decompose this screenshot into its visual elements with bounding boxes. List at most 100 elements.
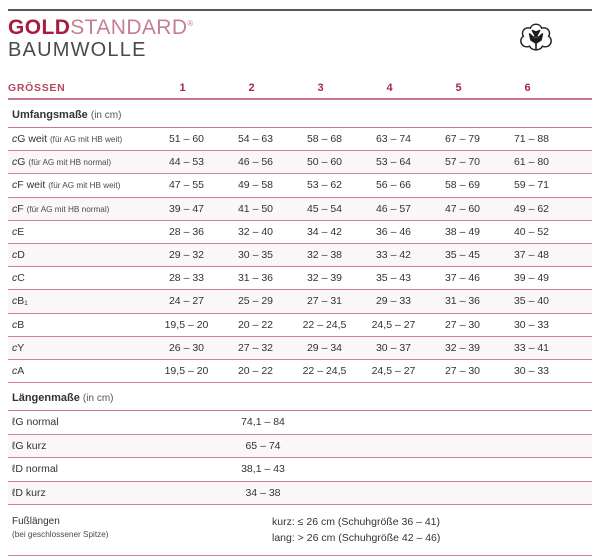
size-column-header-3: 3 xyxy=(317,82,324,94)
table-cell: 27 – 31 xyxy=(306,295,343,308)
table-cell: 33 – 42 xyxy=(375,249,412,262)
table-cell: 35 – 43 xyxy=(375,272,412,285)
table-cell: 46 – 56 xyxy=(237,156,274,169)
foot-lengths-sublabel: (bei geschlossener Spitze) xyxy=(12,530,109,540)
section-title-circumference-bold: Umfangsmaße xyxy=(12,109,88,121)
row-label: cB₁ xyxy=(8,295,152,307)
table-cell: 19,5 – 20 xyxy=(164,318,209,331)
table-cell: 28 – 36 xyxy=(168,225,205,238)
row-label: cE xyxy=(8,226,152,238)
length-row: ℓD normal 38,1 – 43 xyxy=(8,458,592,482)
row-label-code: A xyxy=(17,364,25,377)
section-title-lengths: Längenmaße (in cm) xyxy=(8,383,592,412)
table-cell: 35 – 40 xyxy=(513,295,550,308)
row-label-note: (für AG mit HB weit) xyxy=(49,135,123,145)
table-cell: 32 – 39 xyxy=(306,272,343,285)
sizes-header-row: GRÖSSEN 1 2 3 4 5 6 xyxy=(8,82,592,100)
row-label-code: F weit xyxy=(17,179,46,192)
table-cell: 71 – 88 xyxy=(513,133,550,146)
row-label: cC xyxy=(8,272,152,284)
row-label: cG (für AG mit HB normal) xyxy=(8,156,152,168)
size-column-header-5: 5 xyxy=(455,82,462,94)
table-cell: 30 – 35 xyxy=(237,249,274,262)
table-cell: 45 – 54 xyxy=(306,202,343,215)
section-title-lengths-unit: (in cm) xyxy=(82,393,114,405)
table-cell: 53 – 62 xyxy=(306,179,343,192)
section-title-lengths-bold: Längenmaße xyxy=(12,392,80,405)
size-column-header-6: 6 xyxy=(524,82,531,94)
foot-lengths-row: Fußlängen (bei geschlossener Spitze) kur… xyxy=(8,505,592,556)
foot-lengths-label: Fußlängen xyxy=(12,516,60,528)
length-row-label: ℓG kurz xyxy=(12,439,47,452)
table-cell: 51 – 60 xyxy=(168,133,205,146)
section-title-circumference-unit: (in cm) xyxy=(90,110,122,121)
table-cell: 24,5 – 27 xyxy=(371,364,416,377)
brand-text-block: GOLDSTANDARD® BAUMWOLLE xyxy=(8,16,194,62)
table-row: cA 19,5 – 20 20 – 22 22 – 24,5 24,5 – 27 27 –… xyxy=(8,360,592,384)
brand-wordmark: GOLDSTANDARD® xyxy=(8,16,194,39)
row-label-prefix: c xyxy=(12,272,18,285)
table-cell: 58 – 69 xyxy=(444,179,481,192)
lengths-table: ℓG normal 74,1 – 84 ℓG kurz 65 – 74 ℓD norma… xyxy=(8,411,592,506)
row-label-prefix: c xyxy=(12,179,18,192)
row-label-code: B xyxy=(17,318,25,331)
table-cell: 34 – 42 xyxy=(306,225,343,238)
cotton-boll-icon xyxy=(520,23,552,51)
table-cell: 50 – 60 xyxy=(306,156,343,169)
foot-lengths-long: lang: > 26 cm (Schuhgröße 42 – 46) xyxy=(272,532,441,545)
table-cell: 53 – 64 xyxy=(375,156,412,169)
row-label-prefix: c xyxy=(12,318,18,331)
table-cell: 37 – 48 xyxy=(513,249,550,262)
brand-word-standard: STANDARD xyxy=(70,16,188,39)
length-row: ℓD kurz 34 – 38 xyxy=(8,481,592,506)
table-row: cB 19,5 – 20 20 – 22 22 – 24,5 24,5 – 27 27 –… xyxy=(8,314,592,337)
table-cell: 27 – 30 xyxy=(444,318,481,331)
length-row-value: 65 – 74 xyxy=(245,439,281,452)
table-cell: 29 – 33 xyxy=(375,295,412,308)
length-row-value: 74,1 – 84 xyxy=(241,416,285,429)
table-row: cC 28 – 33 31 – 36 32 – 39 35 – 43 37 – 46 39 … xyxy=(8,267,592,291)
brand-subtitle: BAUMWOLLE xyxy=(8,39,147,62)
table-cell: 35 – 45 xyxy=(444,249,481,262)
row-label-code: G weit xyxy=(17,133,48,146)
table-row: cB₁ 24 – 27 25 – 29 27 – 31 29 – 33 31 – 36 35… xyxy=(8,290,592,314)
table-cell: 44 – 53 xyxy=(168,156,205,169)
table-row: cG weit (für AG mit HB weit) 51 – 60 54 – … xyxy=(8,128,592,152)
table-cell: 32 – 38 xyxy=(306,249,343,262)
table-cell: 41 – 50 xyxy=(237,202,274,215)
length-row: ℓG kurz 65 – 74 xyxy=(8,434,592,459)
table-cell: 30 – 33 xyxy=(513,364,550,377)
table-cell: 28 – 33 xyxy=(168,272,205,285)
table-cell: 20 – 22 xyxy=(237,364,274,377)
table-row: cF (für AG mit HB normal) 39 – 47 41 – 50 4… xyxy=(8,197,592,221)
table-cell: 24,5 – 27 xyxy=(371,318,416,331)
row-label: cF (für AG mit HB normal) xyxy=(8,203,152,215)
row-label-code: D xyxy=(17,249,25,262)
row-label: cA xyxy=(8,365,152,377)
table-cell: 58 – 68 xyxy=(306,133,343,146)
table-cell: 22 – 24,5 xyxy=(302,364,347,377)
table-cell: 32 – 39 xyxy=(444,341,481,354)
row-label: cD xyxy=(8,249,152,261)
table-cell: 57 – 70 xyxy=(444,156,481,169)
row-label-prefix: c xyxy=(12,225,18,238)
table-cell: 20 – 22 xyxy=(237,318,274,331)
foot-lengths-values: kurz: ≤ 26 cm (Schuhgröße 36 – 41) lang:… xyxy=(272,514,592,547)
length-row-label: ℓD normal xyxy=(12,463,58,476)
row-label-prefix: c xyxy=(12,202,18,215)
length-row-label: ℓG normal xyxy=(12,416,59,429)
table-cell: 40 – 52 xyxy=(513,225,550,238)
row-label-code: B₁ xyxy=(17,295,28,308)
table-cell: 49 – 58 xyxy=(237,179,274,192)
length-row-label: ℓD kurz xyxy=(12,486,46,499)
brand-header: GOLDSTANDARD® BAUMWOLLE xyxy=(8,11,592,64)
row-label-code: G xyxy=(17,156,26,169)
table-cell: 46 – 57 xyxy=(375,202,412,215)
table-cell: 30 – 37 xyxy=(375,341,412,354)
circumference-table: cG weit (für AG mit HB weit) 51 – 60 54 – … xyxy=(8,128,592,384)
cotton-boll-logo xyxy=(516,19,556,64)
sizes-header-title: GRÖSSEN xyxy=(8,82,66,94)
row-label-note: (für AG mit HB normal) xyxy=(26,204,110,214)
table-cell: 37 – 46 xyxy=(444,272,481,285)
length-row: ℓG normal 74,1 – 84 xyxy=(8,411,592,435)
